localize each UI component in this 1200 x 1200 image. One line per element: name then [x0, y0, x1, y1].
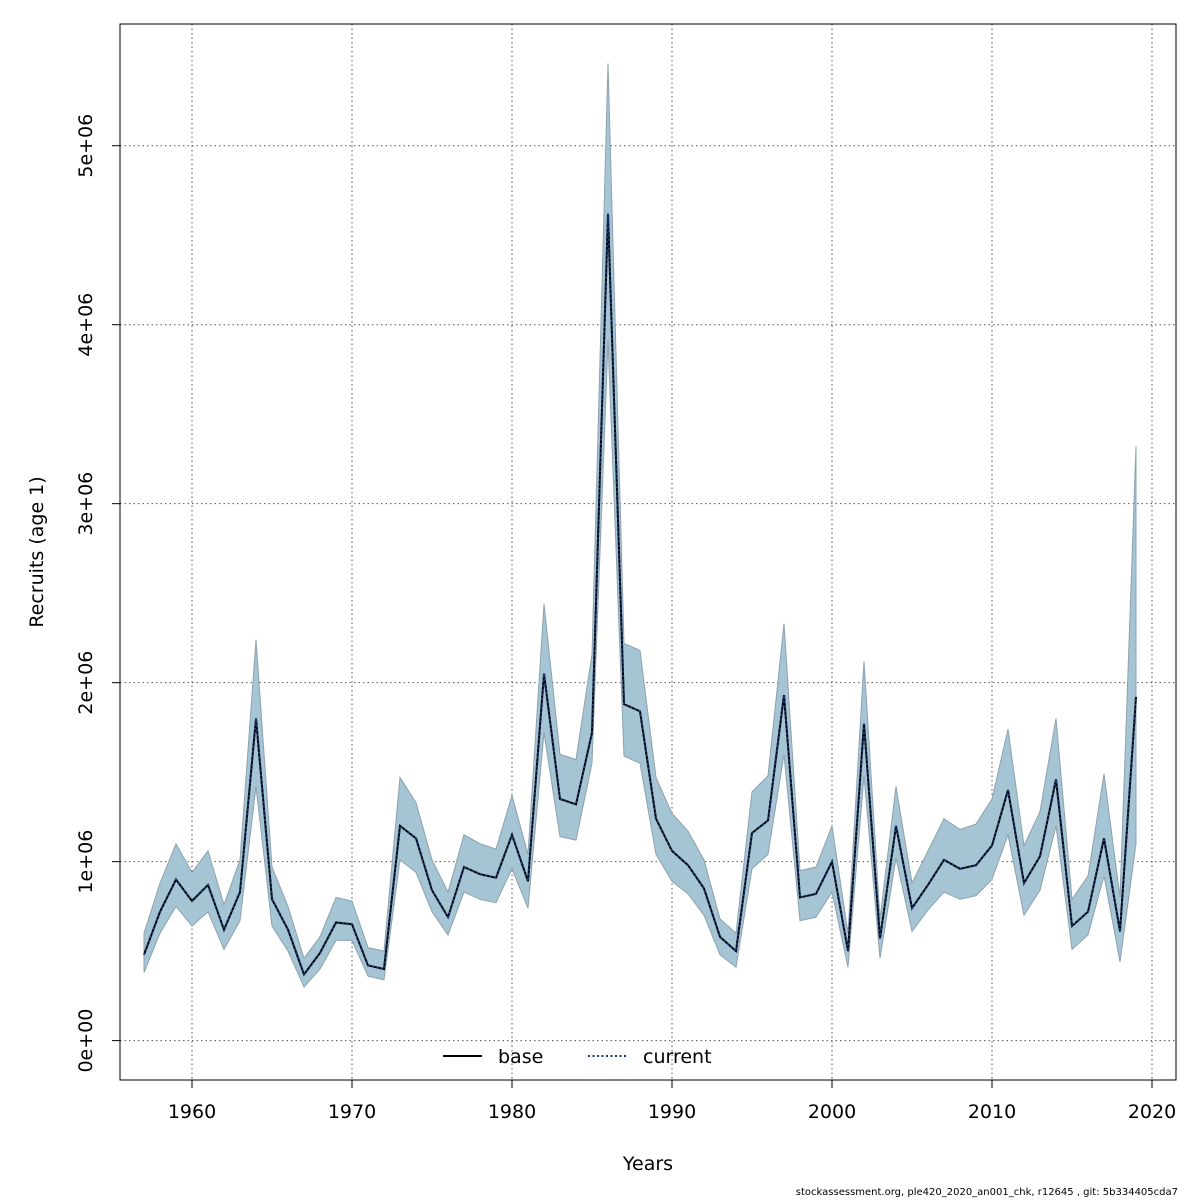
- x-tick-label: 1960: [168, 1101, 216, 1123]
- series-lines: [143, 213, 1137, 977]
- plot-frame: [119, 23, 1177, 1081]
- y-axis: 0e+00 1e+06 2e+06 3e+06 4e+06 5e+06: [75, 114, 120, 1073]
- confidence-band-area: [143, 63, 1137, 988]
- y-tick-label: 5e+06: [75, 114, 97, 178]
- x-tick-label: 2010: [968, 1101, 1016, 1123]
- x-axis-title: Years: [622, 1153, 673, 1175]
- x-tick-label: 2000: [808, 1101, 856, 1123]
- x-axis: 1960 1970 1980 1990 2000 2010 2020: [168, 1080, 1176, 1123]
- legend-current-label: current: [643, 1046, 712, 1068]
- y-tick-label: 0e+00: [75, 1009, 97, 1073]
- series-current-line: [143, 213, 1137, 977]
- y-tick-label: 1e+06: [75, 830, 97, 894]
- footer-credit: stockassessment.org, ple420_2020_an001_c…: [795, 1187, 1178, 1198]
- x-tick-label: 2020: [1128, 1101, 1176, 1123]
- grid: [120, 24, 1176, 1080]
- y-axis-title: Recruits (age 1): [26, 476, 48, 627]
- legend-base-label: base: [498, 1046, 543, 1068]
- y-tick-label: 4e+06: [75, 293, 97, 357]
- confidence-band: [143, 63, 1137, 988]
- legend: base current: [443, 1046, 712, 1068]
- x-tick-label: 1980: [488, 1101, 536, 1123]
- y-tick-label: 3e+06: [75, 472, 97, 536]
- x-tick-label: 1990: [648, 1101, 696, 1123]
- y-tick-label: 2e+06: [75, 651, 97, 715]
- x-tick-label: 1970: [328, 1101, 376, 1123]
